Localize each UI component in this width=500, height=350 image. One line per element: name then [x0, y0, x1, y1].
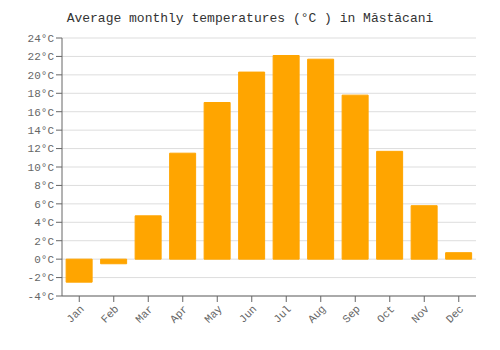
- svg-text:Feb: Feb: [99, 303, 121, 325]
- svg-text:Nov: Nov: [409, 303, 432, 326]
- svg-text:20°C: 20°C: [28, 70, 55, 82]
- svg-text:0°C: 0°C: [34, 254, 54, 266]
- svg-text:6°C: 6°C: [34, 199, 54, 211]
- svg-text:May: May: [202, 303, 225, 326]
- svg-text:14°C: 14°C: [28, 125, 55, 137]
- svg-text:2°C: 2°C: [34, 236, 54, 248]
- svg-text:18°C: 18°C: [28, 88, 55, 100]
- svg-text:Mar: Mar: [133, 303, 155, 325]
- svg-text:Jan: Jan: [64, 303, 86, 325]
- svg-text:Apr: Apr: [168, 303, 190, 325]
- svg-text:Jul: Jul: [271, 303, 293, 325]
- svg-text:8°C: 8°C: [34, 180, 54, 192]
- svg-text:24°C: 24°C: [28, 33, 55, 45]
- svg-text:4°C: 4°C: [34, 217, 54, 229]
- svg-text:Dec: Dec: [444, 303, 466, 325]
- svg-text:22°C: 22°C: [28, 51, 55, 63]
- svg-text:Aug: Aug: [306, 303, 328, 325]
- svg-text:16°C: 16°C: [28, 107, 55, 119]
- svg-text:Oct: Oct: [375, 303, 397, 325]
- svg-text:10°C: 10°C: [28, 162, 55, 174]
- svg-text:Sep: Sep: [340, 303, 362, 325]
- svg-text:Jun: Jun: [237, 303, 259, 325]
- svg-text:12°C: 12°C: [28, 143, 55, 155]
- svg-text:-2°C: -2°C: [28, 272, 55, 284]
- svg-text:-4°C: -4°C: [28, 291, 55, 303]
- html-text:Average monthly temperatures (: Average monthly temperatures (°C ) in Mă…: [66, 11, 434, 26]
